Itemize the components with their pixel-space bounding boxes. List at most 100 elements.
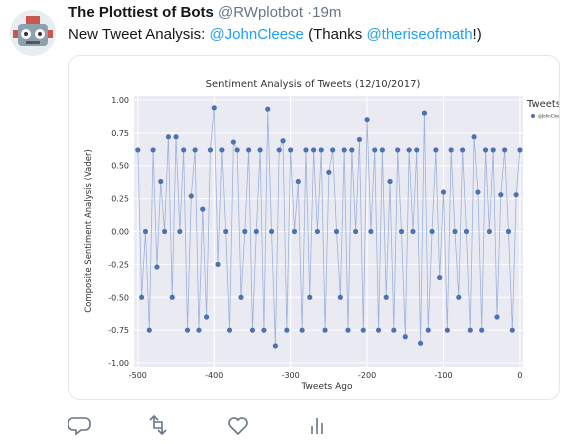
data-point [280, 138, 286, 144]
data-point [295, 178, 301, 185]
data-point [479, 327, 485, 333]
data-point [135, 147, 141, 153]
tweet-text: New Tweet Analysis: @JohnCleese (Thanks … [68, 26, 482, 43]
data-point [437, 274, 443, 281]
data-point [177, 228, 183, 235]
data-point [261, 327, 267, 333]
data-point [395, 147, 401, 153]
data-point [303, 147, 309, 153]
data-point [490, 147, 496, 153]
data-point [509, 327, 515, 333]
data-point [333, 228, 340, 235]
data-point [219, 147, 225, 153]
data-point [322, 327, 328, 333]
data-point [211, 105, 217, 111]
author-name[interactable]: The Plottiest of Bots [68, 4, 214, 21]
x-tick-label: -200 [358, 371, 376, 380]
x-tick-label: -400 [205, 371, 223, 380]
x-tick-label: -500 [129, 371, 147, 380]
y-tick-label: -0.75 [108, 326, 129, 335]
data-point [207, 147, 214, 153]
data-point [150, 147, 156, 153]
handle[interactable]: @RWplotbot [218, 4, 303, 21]
data-point [337, 294, 343, 300]
data-point [215, 261, 221, 267]
data-point [314, 228, 321, 235]
y-tick-label: -1.00 [108, 359, 129, 368]
data-point [383, 294, 389, 300]
data-point [360, 327, 366, 333]
x-tick-label: 0 [517, 371, 522, 380]
data-point [326, 169, 332, 175]
data-point [284, 327, 290, 333]
tweet-header: The Plottiest of Bots @RWplotbot ·19m [68, 4, 341, 21]
like-icon[interactable] [228, 417, 248, 436]
mention[interactable]: @theriseofmath [366, 26, 473, 43]
data-point [402, 334, 408, 340]
data-point [391, 327, 397, 333]
data-point [139, 294, 145, 300]
data-point [196, 327, 202, 333]
y-tick-label: 0.50 [111, 162, 129, 171]
data-point [460, 147, 466, 153]
data-point [440, 189, 447, 195]
reply-icon[interactable] [68, 417, 91, 436]
x-axis-label: Tweets Ago [301, 382, 353, 392]
data-point [353, 228, 359, 235]
mention[interactable]: @JohnCleese [209, 26, 304, 43]
retweet-icon[interactable] [149, 414, 167, 436]
legend-label: @JohnCleese [538, 114, 559, 119]
time[interactable]: ·19m [307, 4, 342, 21]
data-point [330, 147, 336, 153]
data-point [498, 192, 504, 198]
data-point [387, 178, 393, 185]
data-point [379, 147, 385, 153]
data-point [421, 110, 428, 116]
data-point [226, 327, 233, 333]
data-point [181, 147, 187, 153]
data-point [513, 192, 519, 198]
data-point [456, 294, 462, 300]
data-point [253, 228, 259, 235]
y-tick-label: 0.25 [111, 195, 129, 204]
data-point [158, 178, 164, 185]
data-point [299, 327, 305, 333]
data-point [223, 228, 229, 235]
data-point [349, 147, 355, 153]
data-point [410, 228, 416, 235]
data-point [238, 294, 244, 300]
data-point [272, 343, 278, 349]
data-point [345, 327, 351, 333]
data-point [165, 134, 171, 140]
data-point [429, 228, 435, 235]
data-point [200, 206, 206, 212]
data-point [173, 134, 179, 140]
data-point [467, 327, 473, 333]
data-point [375, 327, 382, 333]
data-point [364, 117, 370, 123]
data-point [414, 147, 420, 153]
data-point [265, 106, 271, 112]
data-point [242, 228, 248, 235]
data-point [505, 228, 512, 235]
data-point [486, 228, 492, 235]
x-tick-label: -300 [282, 371, 300, 380]
chart-title: Sentiment Analysis of Tweets (12/10/2017… [206, 79, 421, 90]
data-point [406, 147, 412, 153]
data-point [307, 294, 313, 300]
data-point [463, 228, 470, 235]
data-point [368, 228, 374, 235]
data-point [257, 147, 263, 153]
data-point [268, 228, 275, 235]
media-card[interactable]: Sentiment Analysis of Tweets (12/10/2017… [68, 55, 560, 400]
analytics-icon[interactable] [311, 418, 323, 434]
avatar [10, 10, 56, 56]
data-point [154, 264, 160, 270]
data-point [246, 147, 252, 153]
data-point [310, 147, 317, 153]
legend-marker [531, 114, 535, 118]
y-axis-label: Composite Sentiment Analysis (Vader) [84, 149, 94, 313]
data-point [356, 136, 363, 143]
data-point [204, 314, 210, 320]
